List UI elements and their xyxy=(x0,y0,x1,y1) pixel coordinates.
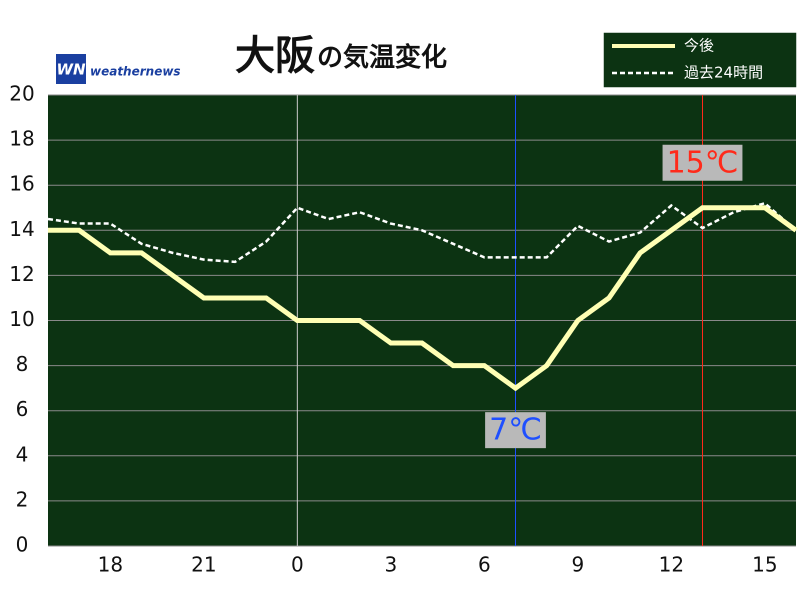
x-tick-label: 6 xyxy=(478,553,491,577)
y-tick-label: 14 xyxy=(9,217,34,241)
legend-label: 今後 xyxy=(684,37,714,55)
y-tick-label: 6 xyxy=(16,397,29,421)
y-tick-label: 18 xyxy=(9,127,34,151)
title-place: 大阪 xyxy=(235,33,315,79)
y-tick-label: 2 xyxy=(16,487,29,511)
annotation-text: 7℃ xyxy=(489,413,542,448)
y-tick-label: 0 xyxy=(16,533,29,557)
x-tick-label: 15 xyxy=(752,553,777,577)
logo-icon xyxy=(56,54,86,84)
y-tick-label: 8 xyxy=(16,352,29,376)
x-tick-label: 18 xyxy=(98,553,123,577)
x-tick-label: 9 xyxy=(571,553,584,577)
legend-label: 過去24時間 xyxy=(684,64,763,82)
y-tick-label: 4 xyxy=(16,442,29,466)
y-tick-label: 20 xyxy=(9,82,34,106)
chart-title: 大阪の気温変化 xyxy=(235,33,447,79)
series-line xyxy=(48,205,798,392)
annotation: 15℃ xyxy=(662,144,743,181)
logo-text: weathernews xyxy=(90,65,181,79)
annotation: 7℃ xyxy=(485,412,546,449)
annotation-text: 15℃ xyxy=(667,145,739,180)
x-tick-label: 0 xyxy=(291,553,304,577)
x-tick-label: 3 xyxy=(384,553,397,577)
x-tick-label: 12 xyxy=(659,553,684,577)
y-tick-label: 12 xyxy=(9,262,34,286)
x-tick-label: 21 xyxy=(191,553,216,577)
y-tick-label: 16 xyxy=(9,172,34,196)
annotation-box xyxy=(662,144,743,181)
y-tick-label: 10 xyxy=(9,307,34,331)
logo-mark: WN xyxy=(56,61,86,79)
logo: WN weathernews xyxy=(56,54,181,84)
annotation-box xyxy=(485,412,546,449)
series-line xyxy=(47,201,797,264)
legend-box xyxy=(602,31,798,89)
title-rest: の気温変化 xyxy=(317,42,447,73)
